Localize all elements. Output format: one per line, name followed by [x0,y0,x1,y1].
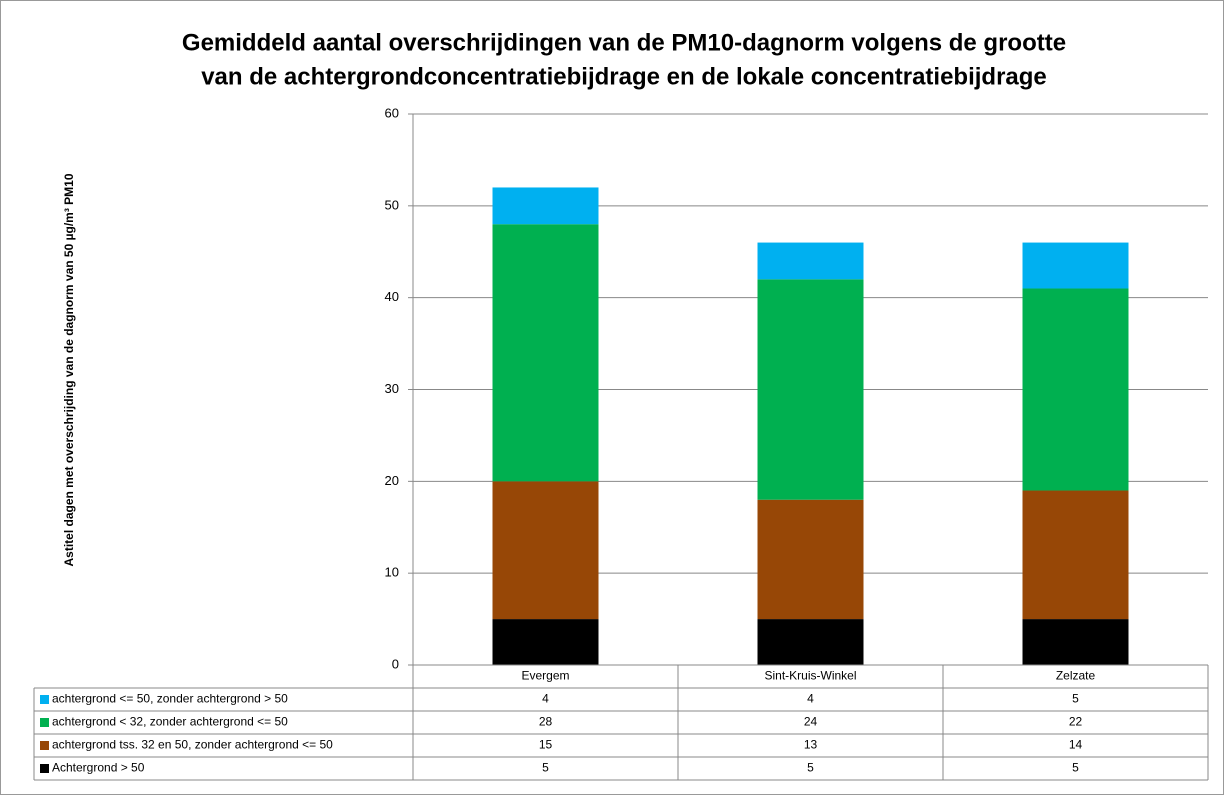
bar-segment [757,242,864,280]
y-axis-label: Astitel dagen met overschrijding van de … [62,173,76,566]
table-value: 5 [1072,761,1079,775]
bar-segment [757,499,864,620]
table-value: 14 [1069,738,1083,752]
table-value: 24 [804,715,818,729]
x-tick-label: Evergem [521,669,569,683]
legend-swatch [40,718,49,727]
table-value: 4 [542,692,549,706]
chart-title: van de achtergrondconcentratiebijdrage e… [201,63,1047,90]
x-tick-label: Zelzate [1056,669,1096,683]
table-value: 5 [1072,692,1079,706]
y-tick-label: 50 [385,197,399,212]
table-value: 5 [542,761,549,775]
y-tick-label: 10 [385,565,399,580]
bar-segment [1022,619,1129,665]
bar-segment [492,481,599,620]
bar-segment [757,619,864,665]
table-value: 4 [807,692,814,706]
legend-label: achtergrond <= 50, zonder achtergrond > … [52,692,288,706]
table-value: 15 [539,738,553,752]
bar-segment [492,187,599,225]
legend-label: achtergrond tss. 32 en 50, zonder achter… [52,738,333,752]
table-value: 5 [807,761,814,775]
bar-segment [1022,242,1129,289]
bar-segment [1022,490,1129,620]
y-tick-label: 30 [385,381,399,396]
legend-swatch [40,695,49,704]
y-tick-label: 60 [385,105,399,120]
legend-label: achtergrond < 32, zonder achtergrond <= … [52,715,288,729]
table-value: 28 [539,715,553,729]
bar-segment [492,224,599,482]
y-tick-label: 20 [385,473,399,488]
legend-label: Achtergrond > 50 [52,761,145,775]
legend-swatch [40,764,49,773]
legend-swatch [40,741,49,750]
bar-segment [1022,288,1129,491]
y-tick-label: 0 [392,656,399,671]
table-value: 22 [1069,715,1083,729]
bar-segment [757,279,864,500]
table-value: 13 [804,738,818,752]
bar-segment [492,619,599,665]
x-tick-label: Sint-Kruis-Winkel [764,669,856,683]
y-tick-label: 40 [385,289,399,304]
chart-title: Gemiddeld aantal overschrijdingen van de… [182,29,1066,56]
